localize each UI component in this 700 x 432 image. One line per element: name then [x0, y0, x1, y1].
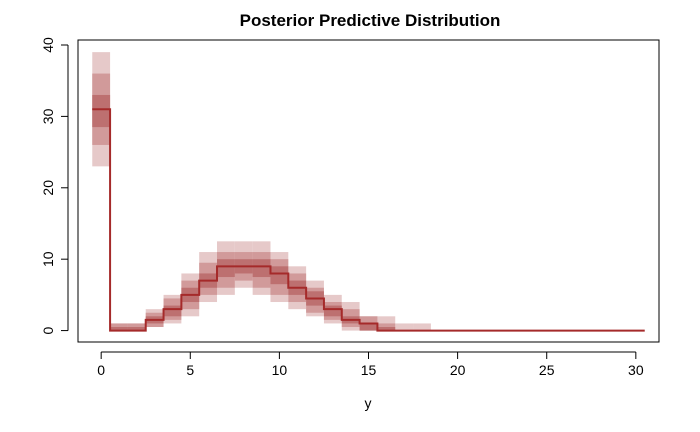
- x-tick-label: 15: [361, 362, 377, 378]
- median-step-line: [92, 108, 645, 332]
- y-tick-label: 10: [40, 251, 56, 267]
- x-tick-label: 20: [450, 362, 466, 378]
- band-inner-x7: [217, 259, 235, 278]
- x-tick-label: 10: [272, 362, 288, 378]
- y-tick-label: 20: [40, 180, 56, 196]
- band-inner-x15: [359, 323, 378, 331]
- band-inner-x2: [127, 327, 146, 331]
- y-tick-label: 0: [40, 326, 56, 334]
- band-outer-x17: [395, 323, 414, 331]
- y-axis: 0 10 20 30 40: [40, 37, 69, 334]
- y-tick-label: 30: [40, 108, 56, 124]
- y-tick-label: 40: [40, 37, 56, 53]
- x-axis: 0 5 10 15 20 25 30: [97, 351, 644, 378]
- x-tick-label: 5: [186, 362, 194, 378]
- band-inner-x1: [110, 327, 128, 331]
- band-inner-x4: [163, 305, 182, 317]
- band-outer-x18: [413, 323, 431, 331]
- band-inner-x9: [252, 259, 271, 278]
- x-tick-label: 30: [628, 362, 644, 378]
- x-tick-label: 0: [97, 362, 105, 378]
- plot-frame: [77, 39, 660, 343]
- median-step-line-layer: [92, 108, 645, 332]
- band-inner-x10: [270, 266, 289, 285]
- band-inner-x16: [377, 327, 396, 331]
- band-inner-x0: [92, 94, 111, 128]
- interval-bands: [92, 52, 431, 331]
- x-axis-label: y: [365, 395, 372, 411]
- chart-title: Posterior Predictive Distribution: [240, 11, 501, 30]
- x-tick-label: 25: [539, 362, 555, 378]
- band-inner-x13: [323, 305, 342, 317]
